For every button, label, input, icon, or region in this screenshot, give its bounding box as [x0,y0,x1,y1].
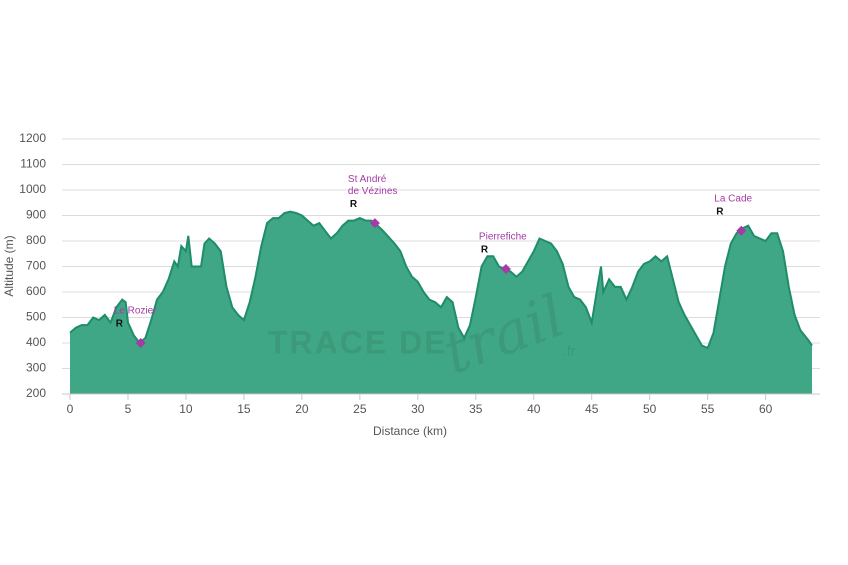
y-tick-label: 600 [26,284,46,298]
y-tick-label: 1100 [20,157,46,171]
x-tick-label: 10 [179,402,193,416]
y-tick-label: 1000 [19,182,46,196]
x-tick-label: 55 [701,402,715,416]
watermark-brand: TRACE DE [268,324,448,360]
waypoint-code: R [350,199,358,210]
y-tick-label: 800 [26,233,46,247]
waypoint-label: St André [348,174,387,185]
x-tick-label: 35 [469,402,483,416]
x-tick-label: 25 [353,402,367,416]
y-tick-label: 300 [26,361,46,375]
area [70,211,812,394]
waypoint-label: Pierrefiche [479,232,527,243]
watermark-suffix: .fr [563,343,576,359]
y-axis-title: Altitude (m) [2,235,16,296]
y-tick-label: 400 [26,335,46,349]
line [69,210,813,350]
waypoint-code: R [116,319,124,330]
waypoint-marker [500,264,511,275]
x-tick-label: 30 [411,402,425,416]
waypoint-label: de Vézines [348,186,397,197]
y-tick-label: 500 [26,310,46,324]
y-tick-label: 900 [26,208,46,222]
y-tick-label: 700 [26,259,46,273]
waypoint-marker [736,225,747,236]
waypoint-marker [135,338,146,348]
x-tick-label: 45 [585,402,599,416]
x-tick-label: 0 [67,402,74,416]
x-tick-label: 20 [295,402,309,416]
waypoint-code: R [716,206,724,217]
waypoint-marker [369,218,380,229]
y-tick-label: 200 [26,386,46,400]
x-tick-label: 60 [759,402,773,416]
x-tick-label: 40 [527,402,541,416]
y-tick-label: 1200 [19,131,46,145]
x-tick-label: 15 [237,402,251,416]
x-axis-title: Distance (km) [373,424,447,438]
waypoint-label: La Cade [714,193,752,204]
waypoint-label: Le Rozier [114,306,157,317]
waypoint-code: R [481,245,489,256]
x-tick-label: 5 [125,402,132,416]
x-tick-label: 50 [643,402,657,416]
